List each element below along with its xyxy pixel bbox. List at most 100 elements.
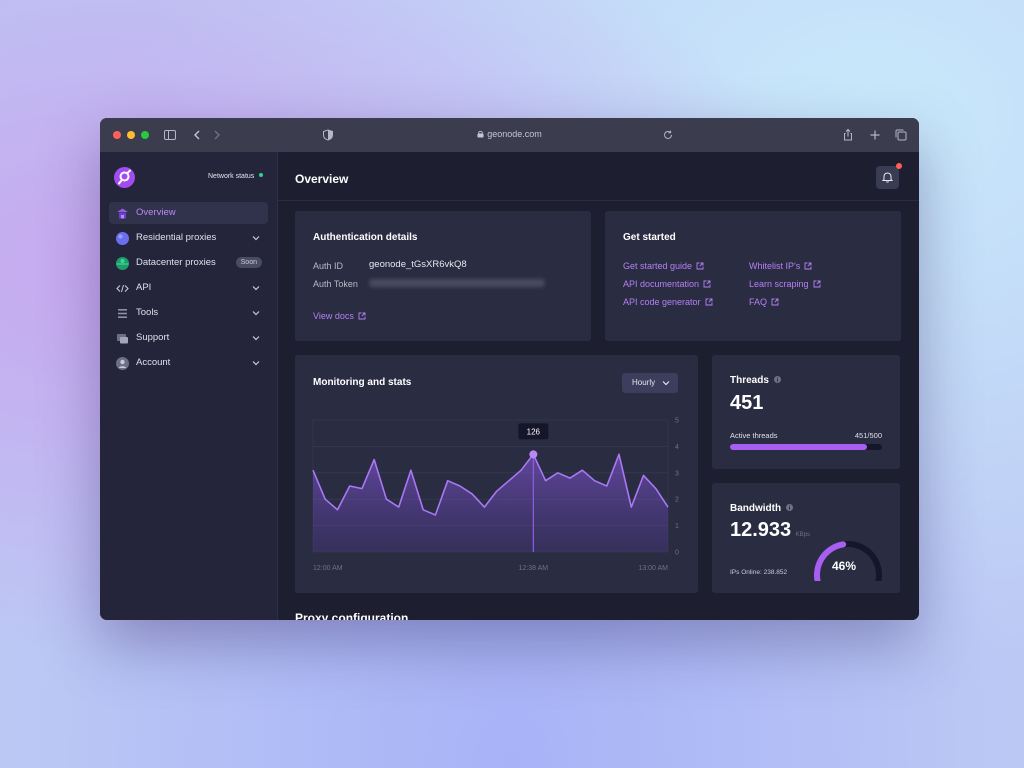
- chart-point: [459, 485, 461, 487]
- sidebar-toggle-icon[interactable]: [163, 128, 177, 142]
- learn-scraping-link[interactable]: Learn scraping: [749, 279, 821, 289]
- chart-point: [312, 469, 314, 471]
- external-link-icon: [696, 262, 704, 270]
- bandwidth-title: Bandwidth: [730, 503, 782, 514]
- card-title: Bandwidth: [730, 503, 794, 514]
- x-tick-label: 12:00 AM: [313, 565, 343, 572]
- close-window-button[interactable]: [113, 131, 121, 139]
- network-status[interactable]: Network status: [208, 173, 264, 180]
- notifications-button[interactable]: [876, 163, 902, 189]
- chart-area: [313, 454, 668, 552]
- sidebar-item-label: Datacenter proxies: [136, 257, 216, 268]
- privacy-shield-icon[interactable]: [321, 128, 335, 142]
- info-icon[interactable]: [786, 504, 794, 511]
- chart-point: [569, 477, 571, 479]
- chart-point: [398, 506, 400, 508]
- sidebar-item-overview[interactable]: Overview: [109, 202, 268, 224]
- chart-point: [594, 480, 596, 482]
- chart-tooltip: [518, 423, 549, 440]
- chart-line: [312, 453, 669, 516]
- back-icon[interactable]: [190, 128, 204, 142]
- zoom-window-button[interactable]: [141, 131, 149, 139]
- external-link-icon: [705, 298, 713, 306]
- sidebar-item-residential-proxies[interactable]: Residential proxies: [109, 227, 268, 249]
- network-status-dot: [259, 173, 264, 177]
- bandwidth-gauge-label: 46%: [832, 559, 857, 573]
- chart-point: [655, 488, 657, 490]
- share-icon[interactable]: [841, 128, 855, 142]
- sidebar-item-account[interactable]: Account: [109, 352, 268, 374]
- tab-overview-icon[interactable]: [894, 128, 908, 142]
- authentication-card: Authentication details Auth ID geonode_t…: [295, 211, 591, 341]
- x-tick-label: 13:00 AM: [638, 565, 668, 572]
- chart-point: [349, 485, 351, 487]
- chevron-down-icon: [252, 361, 260, 366]
- reload-icon[interactable]: [661, 128, 675, 142]
- gauge-fill: [814, 541, 847, 581]
- auth-token-label: Auth Token: [313, 279, 358, 289]
- url-text: geonode.com: [487, 129, 542, 139]
- chart-point: [606, 485, 608, 487]
- bandwidth-unit: KBps: [795, 532, 810, 538]
- chart-point: [508, 480, 510, 482]
- chart-point: [643, 474, 645, 476]
- residential-icon: [116, 232, 129, 245]
- threads-progress-track: [730, 444, 882, 450]
- chart-point: [581, 469, 583, 471]
- sidebar-item-support[interactable]: Support: [109, 327, 268, 349]
- sidebar-item-api[interactable]: API: [109, 277, 268, 299]
- monitoring-card: Monitoring and stats Hourly 0 1 2 3 4 5 126 12:…: [295, 355, 698, 593]
- y-tick-label: 2: [675, 497, 679, 504]
- get-started-guide-link[interactable]: Get started guide: [623, 261, 704, 271]
- chart-point: [447, 480, 449, 482]
- header-divider: [278, 200, 919, 201]
- support-icon: [117, 334, 128, 344]
- sidebar-item-datacenter-proxies[interactable]: Datacenter proxies Soon: [109, 252, 268, 274]
- chart-point: [667, 506, 669, 508]
- chart-point: [410, 469, 412, 471]
- x-tick-label: 12:38 AM: [519, 565, 549, 572]
- whitelist-ips-link[interactable]: Whitelist IP's: [749, 261, 812, 271]
- info-icon[interactable]: [773, 376, 781, 383]
- chevron-down-icon: [252, 236, 260, 241]
- address-bar[interactable]: geonode.com: [100, 129, 919, 139]
- new-tab-icon[interactable]: [868, 128, 882, 142]
- interval-dropdown[interactable]: Hourly: [622, 373, 678, 393]
- external-link-icon: [703, 280, 711, 288]
- main-content: Overview Authentication details Auth ID …: [278, 152, 919, 620]
- faq-link[interactable]: FAQ: [749, 297, 779, 307]
- account-icon: [116, 357, 129, 370]
- monitoring-chart[interactable]: 0 1 2 3 4 5 126 12:00 AM 12:38 AM 13:00 AM: [295, 407, 698, 577]
- api-documentation-link[interactable]: API documentation: [623, 279, 711, 289]
- network-status-label: Network status: [208, 173, 255, 180]
- threads-value: 451: [730, 392, 764, 414]
- chart-point: [630, 506, 632, 508]
- y-tick-label: 4: [675, 444, 679, 451]
- threads-card: Threads 451 Active threads 451/500: [712, 355, 900, 469]
- link-label: API code generator: [623, 297, 701, 307]
- auth-id-label: Auth ID: [313, 261, 344, 271]
- chart-point: [483, 506, 485, 508]
- sidebar-item-label: Account: [136, 357, 171, 368]
- soon-badge: Soon: [235, 257, 262, 268]
- api-code-generator-link[interactable]: API code generator: [623, 297, 713, 307]
- auth-token-value-blurred[interactable]: [369, 279, 545, 287]
- view-docs-link[interactable]: View docs: [313, 311, 366, 321]
- y-tick-label: 0: [675, 550, 679, 557]
- bandwidth-gauge: [814, 541, 882, 581]
- geonode-logo[interactable]: [114, 167, 135, 188]
- link-label: Whitelist IP's: [749, 261, 801, 271]
- chart-point: [545, 480, 547, 482]
- sidebar-item-label: Overview: [136, 207, 176, 218]
- get-started-card: Get started Get started guide API docume…: [605, 211, 901, 341]
- forward-icon[interactable]: [210, 128, 224, 142]
- sidebar-item-tools[interactable]: Tools: [109, 302, 268, 324]
- auth-id-value[interactable]: geonode_tGsXR6vkQ8: [369, 259, 467, 270]
- bell-icon: [882, 172, 893, 183]
- sidebar-item-label: API: [136, 282, 152, 293]
- link-label: FAQ: [749, 297, 768, 307]
- notification-dot: [896, 163, 902, 169]
- y-tick-label: 5: [675, 418, 679, 425]
- chart-point: [471, 493, 473, 495]
- minimize-window-button[interactable]: [127, 131, 135, 139]
